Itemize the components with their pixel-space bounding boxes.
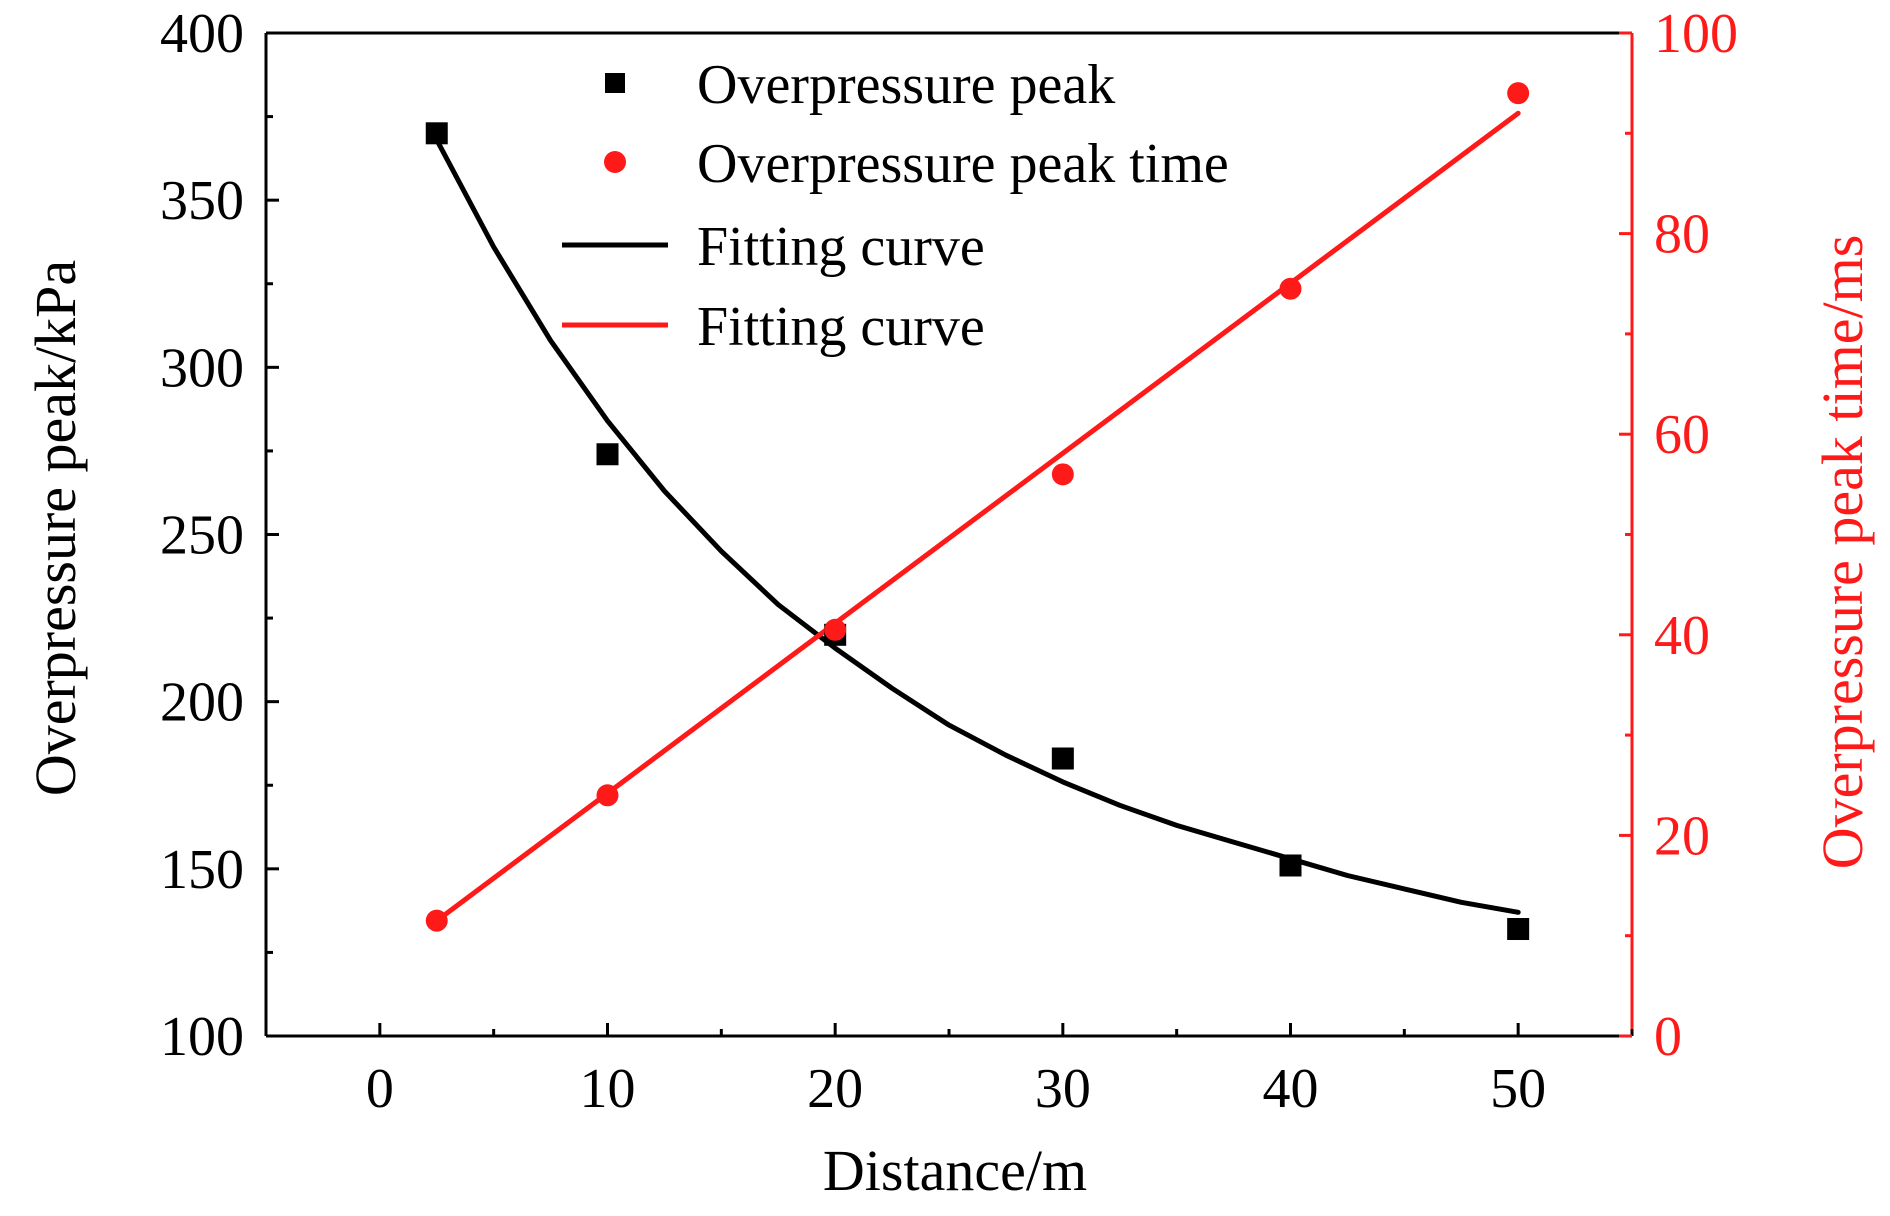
overpressure-peak-time-point (824, 618, 847, 641)
legend-label: Fitting curve (697, 296, 985, 358)
y-tick-label: 100 (160, 1006, 244, 1068)
y2-axis-title: Overpressure peak time/ms (1810, 235, 1875, 870)
overpressure-peak-point (1507, 918, 1530, 941)
overpressure-peak-point (596, 443, 619, 466)
overpressure-peak-point (1279, 854, 1302, 877)
x-tick-label: 50 (1490, 1058, 1546, 1120)
y-tick-label: 400 (160, 3, 244, 65)
x-axis-title: Distance/m (823, 1138, 1087, 1203)
overpressure-peak-point (1051, 747, 1074, 770)
x-tick-label: 30 (1035, 1058, 1091, 1120)
axes-layer (264, 31, 1634, 1038)
fitting-curve-peak-line (434, 137, 1521, 915)
legend-swatch-square (605, 73, 625, 93)
x-tick-label: 20 (807, 1058, 863, 1120)
legend-label: Overpressure peak time (697, 133, 1229, 195)
y-tick-label: 250 (160, 505, 244, 567)
legend: Overpressure peak Overpressure peak time F… (562, 54, 1229, 358)
y2-tick-label: 80 (1654, 204, 1710, 266)
y2-tick-label: 100 (1654, 3, 1738, 65)
x-tick-label: 40 (1263, 1058, 1319, 1120)
overpressure-peak-time-point (425, 909, 448, 932)
fit-lines-layer (434, 110, 1521, 924)
y-tick-label: 150 (160, 839, 244, 901)
y-axis-title: Overpressure peak/kPa (23, 260, 88, 796)
overpressure-peak-time-point (596, 784, 619, 807)
y-tick-label: 200 (160, 672, 244, 734)
overpressure-peak-time-point (1507, 82, 1530, 105)
x-tick-label: 10 (580, 1058, 636, 1120)
y-tick-label: 350 (160, 170, 244, 232)
legend-label: Fitting curve (697, 216, 985, 278)
y2-tick-label: 0 (1654, 1006, 1682, 1068)
legend-label: Overpressure peak (697, 54, 1115, 116)
y2-tick-label: 20 (1654, 805, 1710, 867)
x-tick-label: 0 (366, 1058, 394, 1120)
overpressure-peak-time-point (1051, 463, 1074, 486)
overpressure-peak-point (425, 122, 448, 145)
y-tick-label: 300 (160, 337, 244, 399)
y2-tick-label: 40 (1654, 605, 1710, 667)
legend-swatch-circle (604, 151, 626, 173)
data-points-layer (425, 82, 1530, 941)
fitting-curve-time-line (434, 110, 1521, 924)
overpressure-peak-time-point (1279, 277, 1302, 300)
tick-labels-layer: 0 10 20 30 40 50 100 150 200 250 300 350 400 0 20 40 60 8… (160, 3, 1738, 1120)
y2-tick-label: 60 (1654, 404, 1710, 466)
